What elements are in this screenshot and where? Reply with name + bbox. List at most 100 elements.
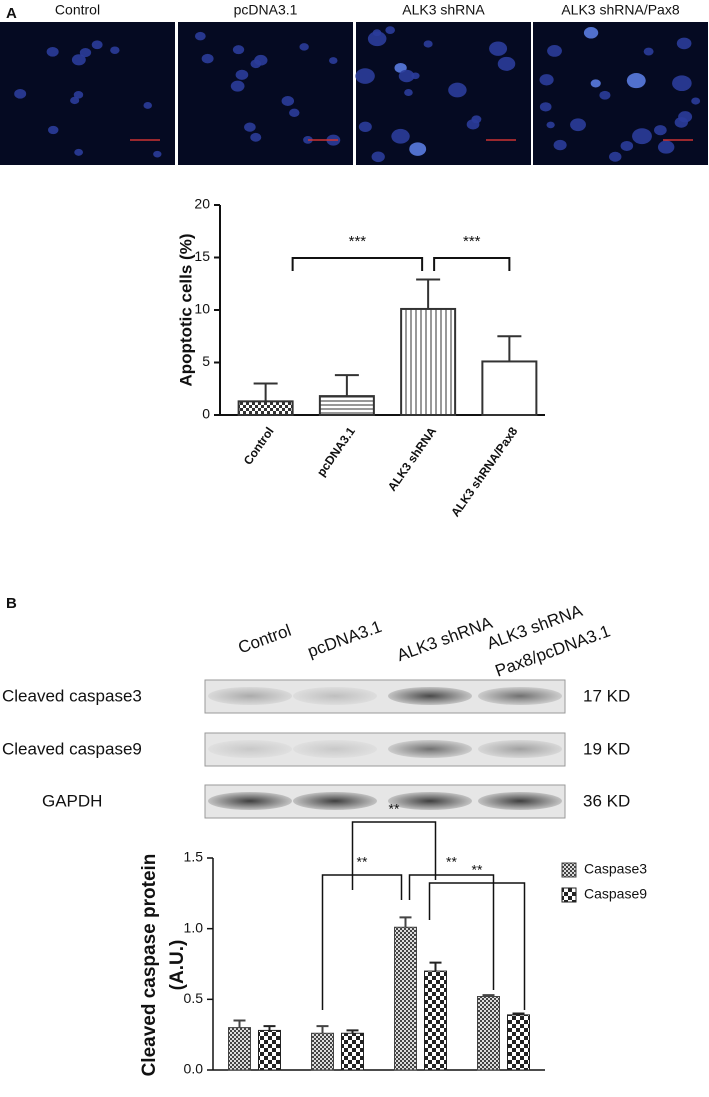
significance-label: *** bbox=[349, 233, 367, 250]
nucleus bbox=[194, 31, 206, 41]
band-size: 19 KD bbox=[583, 739, 630, 758]
micrograph-label: Control bbox=[55, 2, 100, 18]
band bbox=[478, 687, 562, 705]
significance-bracket bbox=[428, 882, 526, 1010]
band-size: 17 KD bbox=[583, 686, 630, 705]
nucleus bbox=[79, 48, 92, 58]
x-tick-label: ALK3 shRNA/Pax8 bbox=[448, 424, 520, 519]
nucleus bbox=[143, 102, 152, 109]
nucleus bbox=[230, 80, 245, 92]
nucleus bbox=[74, 148, 83, 156]
bar bbox=[318, 395, 375, 417]
nucleus bbox=[609, 151, 622, 162]
y-tick-label: 15 bbox=[194, 248, 210, 264]
nucleus bbox=[448, 82, 467, 98]
y-tick-label: 1.0 bbox=[184, 919, 204, 935]
nucleus bbox=[244, 122, 256, 132]
band-size: 36 KD bbox=[583, 791, 630, 810]
nucleus bbox=[70, 96, 80, 105]
y-tick-label: 0.5 bbox=[184, 990, 204, 1006]
row-label: Cleaved caspase9 bbox=[2, 739, 142, 758]
error-bar bbox=[233, 1019, 246, 1028]
nucleus bbox=[110, 46, 120, 54]
bar bbox=[481, 360, 538, 417]
error-bar bbox=[253, 382, 278, 402]
band bbox=[478, 792, 562, 810]
y-axis-label: (A.U.) bbox=[167, 940, 188, 991]
nucleus bbox=[672, 75, 692, 92]
nucleus bbox=[547, 44, 562, 57]
significance-label: ** bbox=[472, 862, 483, 878]
significance-bracket bbox=[408, 874, 495, 990]
significance-label: ** bbox=[357, 854, 368, 870]
micrograph-label: ALK3 shRNA/Pax8 bbox=[561, 2, 679, 18]
nucleus bbox=[73, 91, 84, 99]
nucleus bbox=[404, 89, 413, 96]
y-tick-label: 0 bbox=[202, 406, 210, 422]
nucleus bbox=[423, 40, 433, 48]
y-tick-label: 20 bbox=[194, 196, 210, 212]
panel-label: B bbox=[6, 595, 17, 612]
x-tick-label: ALK3 shRNA bbox=[385, 424, 439, 493]
nucleus bbox=[71, 54, 86, 66]
significance-bracket bbox=[291, 257, 424, 271]
error-bar bbox=[482, 994, 495, 997]
nucleus bbox=[153, 150, 162, 158]
nucleus bbox=[14, 89, 27, 99]
micrograph bbox=[178, 22, 353, 165]
row-label: Cleaved caspase3 bbox=[2, 686, 142, 705]
micrograph-label: ALK3 shRNA bbox=[402, 2, 485, 18]
nucleus bbox=[691, 97, 701, 105]
lane-label: pcDNA3.1 bbox=[305, 617, 384, 661]
band bbox=[293, 740, 377, 758]
nucleus bbox=[489, 41, 508, 56]
nucleus bbox=[657, 140, 675, 154]
nucleus bbox=[355, 68, 375, 84]
error-bar bbox=[263, 1025, 276, 1031]
bar bbox=[394, 926, 417, 1071]
bar bbox=[424, 970, 447, 1071]
nucleus bbox=[583, 27, 599, 39]
nucleus bbox=[539, 102, 552, 112]
nucleus bbox=[47, 125, 59, 135]
legend-label: Caspase9 bbox=[584, 886, 647, 902]
significance-bracket bbox=[433, 257, 511, 271]
micrograph-label: pcDNA3.1 bbox=[234, 2, 298, 18]
significance-bracket bbox=[351, 821, 437, 890]
error-bar bbox=[316, 1025, 329, 1034]
error-bar bbox=[334, 374, 359, 397]
y-tick-label: 1.5 bbox=[184, 849, 204, 865]
nucleus bbox=[91, 40, 103, 50]
nucleus bbox=[546, 121, 555, 129]
nucleus bbox=[250, 132, 262, 142]
x-tick-label: pcDNA3.1 bbox=[314, 424, 358, 479]
nucleus bbox=[371, 151, 385, 163]
error-bar bbox=[416, 278, 441, 309]
nucleus bbox=[409, 142, 427, 156]
legend-label: Caspase3 bbox=[584, 861, 647, 877]
nucleus bbox=[497, 56, 516, 71]
significance-bracket bbox=[321, 874, 403, 1010]
error-bar bbox=[399, 916, 412, 928]
nucleus bbox=[674, 117, 688, 128]
significance-label: ** bbox=[446, 854, 457, 870]
x-tick-label: Control bbox=[241, 425, 277, 468]
nucleus bbox=[553, 139, 567, 151]
band bbox=[293, 792, 377, 810]
error-bar bbox=[497, 335, 522, 362]
nucleus bbox=[599, 90, 611, 100]
nucleus bbox=[367, 31, 387, 47]
y-tick-label: 5 bbox=[202, 353, 210, 369]
nucleus bbox=[626, 73, 646, 89]
y-axis-label: Cleaved caspase protein bbox=[139, 854, 160, 1077]
significance-label: ** bbox=[389, 801, 400, 817]
error-bar bbox=[512, 1012, 525, 1015]
nucleus bbox=[391, 128, 410, 144]
row-label: GAPDH bbox=[42, 791, 102, 810]
y-tick-label: 10 bbox=[194, 301, 210, 317]
error-bar bbox=[346, 1029, 359, 1034]
band bbox=[388, 687, 472, 705]
nucleus bbox=[281, 95, 295, 106]
bar bbox=[477, 996, 500, 1071]
